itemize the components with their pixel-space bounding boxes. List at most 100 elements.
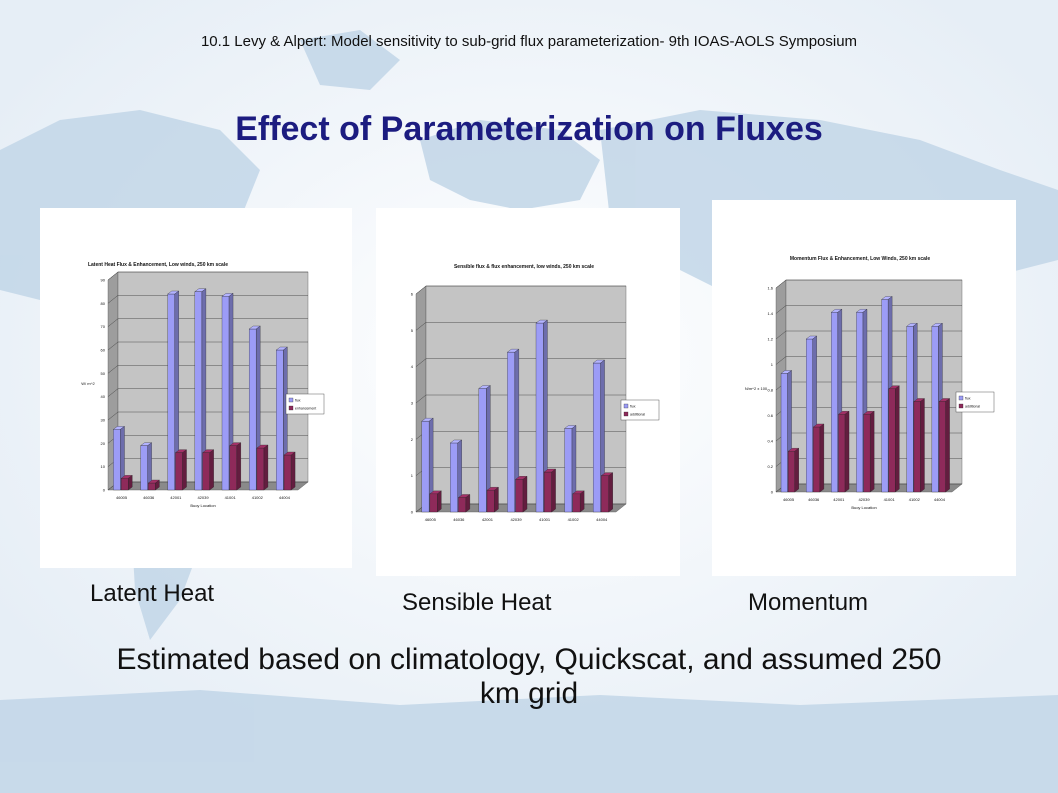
y-axis-label: W/ m^2 [81,381,95,386]
chart-title: Momentum Flux & Enhancement, Low Winds, … [790,256,930,262]
y-tick-label: 40 [101,394,106,399]
y-tick-label: 1 [771,362,774,367]
bar-additional-46036 [458,497,467,513]
bar-additional-46005 [788,451,795,493]
gridline [415,285,626,295]
x-tick-label: 42039 [858,497,870,502]
slide-header: 10.1 Levy & Alpert: Model sensitivity to… [200,33,858,50]
chart-title: Sensible flux & flux enhancement, low wi… [454,264,594,270]
gridline [107,295,308,304]
bar-additional-44004 [938,401,946,493]
slide-title: Effect of Parameterization on Fluxes [235,110,823,148]
bar-side-enhancement-41001 [236,442,241,491]
bar-flux-42039 [856,312,864,493]
y-axis-label: N/m^2 x 100 [745,386,768,391]
y-tick-label: 0 [411,510,414,515]
y-tick-label: 0.4 [767,439,773,444]
gridline [107,318,308,327]
y-tick-label: 3 [411,401,414,406]
gridline [775,305,962,314]
bar-additional-46036 [813,426,821,493]
x-tick-label: 41002 [252,495,264,500]
bar-additional-42001 [838,414,846,493]
y-tick-label: 60 [101,348,106,353]
momentum-chart-panel: Momentum Flux & Enhancement, Low Winds, … [712,200,1016,576]
gridline [107,365,308,374]
legend-label-flux: flux [295,399,301,403]
bar-enhancement-42039 [202,452,210,491]
bar-side-enhancement-41002 [263,444,269,491]
bar-enhancement-44004 [283,454,292,491]
x-tick-label: 41001 [884,497,896,502]
bar-side-additional-42039 [870,410,875,493]
bar-enhancement-46036 [148,482,156,491]
bar-additional-42039 [863,414,871,493]
y-tick-label: 4 [411,364,414,369]
bar-additional-41001 [888,388,896,493]
gridline [107,411,308,421]
legend-swatch-additional [958,403,964,409]
bar-additional-44004 [601,475,609,513]
bar-side-enhancement-46036 [155,479,160,491]
bar-side-additional-46005 [794,447,799,493]
y-tick-label: 20 [101,441,106,446]
x-tick-label: 41001 [539,517,551,522]
x-tick-label: 46036 [808,497,820,502]
chart-title: Latent Heat Flux & Enhancement, Low wind… [88,262,228,268]
bar-side-additional-41001 [895,385,900,493]
gridline [775,279,962,289]
x-tick-label: 42001 [170,495,182,500]
gridline [775,330,962,340]
y-tick-label: 5 [411,328,414,333]
bar-enhancement-41002 [256,447,265,491]
y-tick-label: 2 [411,437,414,442]
x-tick-label: 41002 [909,497,921,502]
bar-side-additional-41001 [551,468,556,513]
legend-swatch-flux [958,395,964,401]
x-axis-label: Buoy Location [190,503,215,508]
bar-side-additional-46005 [437,490,442,513]
chart-legend: flux additional [955,391,995,413]
bar-additional-46005 [429,493,438,513]
gridline [775,356,962,365]
bar-enhancement-42001 [175,452,183,491]
caption-momentum: Momentum [748,589,869,616]
bar-additional-41001 [544,471,552,513]
gridline [415,358,626,367]
x-tick-label: 46005 [783,497,795,502]
bar-flux-41001 [881,299,889,493]
bar-side-additional-42039 [522,475,528,513]
bar-additional-42039 [515,479,524,513]
gridline [107,271,308,281]
bar-flux-46036 [140,445,148,491]
y-tick-label: 1.2 [767,337,773,342]
x-tick-label: 44004 [596,517,608,522]
bar-flux-44004 [592,362,601,513]
bar-side-additional-44004 [945,398,950,493]
gridline [415,322,626,331]
footer-note: Estimated based on climatology, Quicksca… [116,643,942,710]
y-tick-label: 30 [101,418,106,423]
bar-flux-42039 [507,351,516,513]
y-tick-label: 1.6 [767,286,773,291]
bar-side-enhancement-42039 [209,449,214,491]
x-tick-label: 46005 [425,517,437,522]
y-tick-label: 70 [101,324,106,329]
y-tick-label: 1 [411,473,414,478]
x-tick-label: 42001 [482,517,494,522]
y-tick-label: 10 [101,464,106,469]
bar-side-enhancement-46005 [128,475,133,491]
legend-swatch-flux [288,397,294,403]
bar-side-additional-42001 [844,410,850,493]
x-tick-label: 46036 [453,517,465,522]
y-tick-label: 0 [771,490,774,495]
x-tick-label: 42039 [197,495,209,500]
gridline [415,394,626,404]
bar-side-enhancement-42001 [182,449,187,491]
y-tick-label: 6 [411,292,414,297]
y-tick-label: 0.8 [767,388,773,393]
legend-swatch-additional [623,411,629,417]
legend-label-additional: additional [965,405,980,409]
bar-flux-44004 [931,326,939,493]
x-tick-label: 46005 [116,495,128,500]
